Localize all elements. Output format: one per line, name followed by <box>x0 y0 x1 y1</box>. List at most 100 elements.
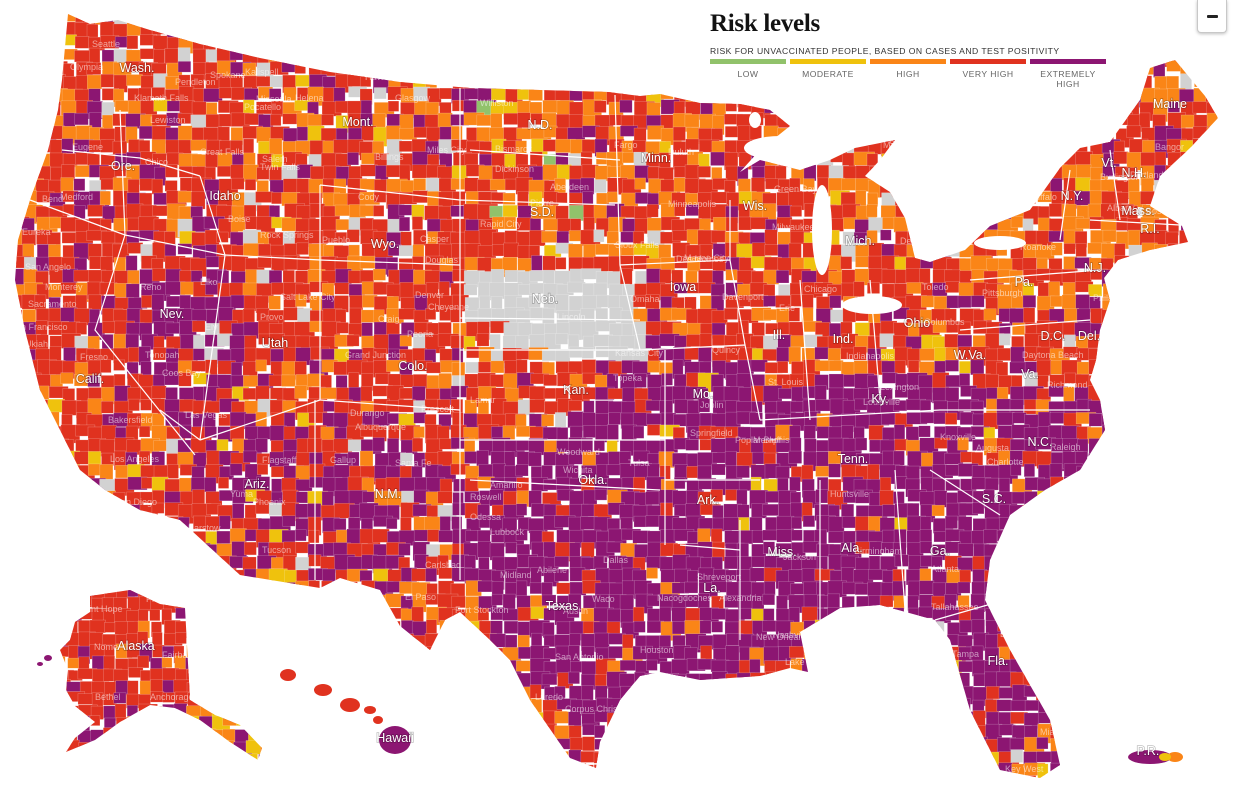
county <box>387 100 400 112</box>
county <box>1178 543 1196 561</box>
county <box>321 580 333 599</box>
county <box>1217 347 1218 367</box>
county <box>1204 191 1218 206</box>
county <box>1061 529 1078 550</box>
county <box>1139 372 1161 386</box>
county <box>816 101 831 121</box>
county <box>191 489 205 506</box>
county <box>438 23 455 42</box>
county <box>100 530 115 550</box>
county <box>725 216 738 232</box>
county <box>35 451 56 467</box>
county <box>582 14 594 31</box>
county <box>1113 100 1135 113</box>
county <box>1166 427 1183 442</box>
county <box>594 489 608 501</box>
county <box>960 138 977 154</box>
county <box>1167 255 1181 268</box>
county <box>531 255 543 271</box>
county <box>1103 348 1118 361</box>
county <box>15 607 28 624</box>
county <box>843 217 857 230</box>
county <box>1191 333 1208 351</box>
county <box>463 672 482 692</box>
county <box>529 218 542 232</box>
county <box>959 101 977 119</box>
county <box>1126 167 1138 179</box>
county <box>74 50 92 63</box>
county <box>411 673 432 693</box>
county <box>568 61 584 75</box>
county <box>905 633 920 649</box>
county <box>685 73 697 93</box>
county <box>1167 555 1186 570</box>
county <box>906 113 920 126</box>
county <box>295 673 307 690</box>
county <box>35 138 51 153</box>
county <box>335 34 356 47</box>
county <box>1192 138 1206 154</box>
county <box>555 152 569 167</box>
county <box>140 569 161 585</box>
county <box>24 554 40 574</box>
county <box>1126 323 1141 339</box>
county <box>957 581 971 594</box>
county <box>256 595 273 613</box>
county <box>1050 516 1068 532</box>
county <box>138 528 151 543</box>
county <box>515 14 531 27</box>
county <box>268 596 280 612</box>
county <box>985 126 1000 147</box>
county <box>1113 309 1127 330</box>
county <box>334 632 348 646</box>
county <box>790 529 803 541</box>
county <box>205 359 218 376</box>
county <box>581 660 598 676</box>
county <box>15 99 27 115</box>
county <box>671 24 687 36</box>
county <box>1139 634 1161 647</box>
county <box>1087 542 1102 556</box>
county <box>1062 634 1081 647</box>
county <box>957 295 972 308</box>
county <box>361 619 379 640</box>
county <box>867 282 880 294</box>
county <box>74 528 86 544</box>
county <box>1101 309 1117 325</box>
county <box>1141 478 1161 499</box>
county <box>619 99 633 113</box>
county <box>138 425 151 438</box>
county <box>476 63 489 83</box>
county <box>36 620 49 636</box>
county <box>243 35 256 55</box>
county <box>125 543 140 560</box>
county <box>15 74 30 87</box>
county <box>15 633 22 645</box>
county <box>1178 268 1198 283</box>
county <box>308 14 330 23</box>
county <box>15 268 25 286</box>
county <box>1165 489 1178 506</box>
county <box>1180 465 1202 480</box>
county <box>1126 516 1143 533</box>
county <box>37 699 49 714</box>
county <box>191 673 209 687</box>
county <box>424 60 439 80</box>
county <box>660 47 672 64</box>
county <box>115 515 137 533</box>
county <box>36 634 52 648</box>
county <box>373 620 391 636</box>
county <box>269 621 285 634</box>
county <box>334 427 348 440</box>
county <box>1179 310 1192 323</box>
county <box>841 659 860 671</box>
county <box>268 323 285 335</box>
county <box>608 36 629 56</box>
county <box>321 48 336 67</box>
county <box>491 48 508 67</box>
county <box>1204 73 1218 88</box>
county <box>790 101 810 118</box>
county <box>712 685 730 698</box>
